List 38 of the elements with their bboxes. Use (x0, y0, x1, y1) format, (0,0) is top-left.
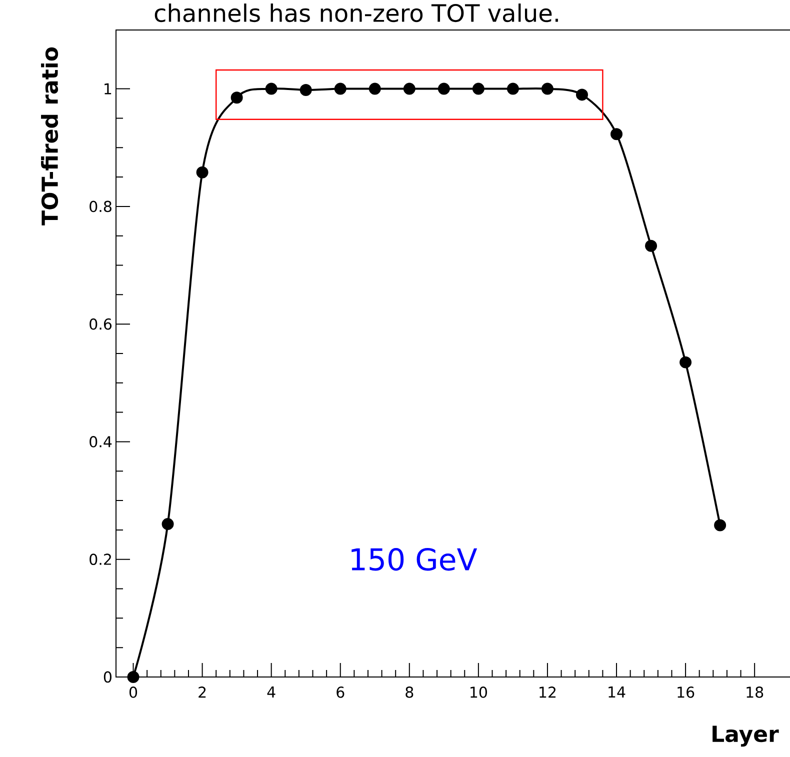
point (403, 82, 416, 95)
point (541, 82, 554, 95)
y-tick-label: 0 (104, 671, 112, 683)
point (334, 82, 346, 95)
point (368, 82, 381, 95)
point (230, 92, 243, 104)
x-tick-label: 8 (406, 686, 414, 698)
y-tick-label: 1 (104, 83, 112, 94)
x-axis-title: Layer (712, 726, 779, 747)
point (438, 82, 450, 95)
y-tick-label: 0.6 (90, 318, 112, 330)
text: channels has non-zero TOT value. (154, 4, 558, 22)
x-tick-label: 10 (470, 686, 487, 698)
point (127, 670, 140, 683)
point (610, 128, 623, 140)
x-tick-label: 18 (746, 686, 764, 698)
point (265, 82, 278, 95)
point (576, 88, 588, 101)
x-tick-label: 14 (608, 686, 626, 698)
y-tick-label: 0.2 (90, 554, 111, 566)
annotation: 150 GeV (352, 548, 478, 571)
point (472, 82, 484, 95)
point (680, 356, 692, 368)
point (162, 518, 174, 530)
x-tick-label: 12 (540, 686, 556, 698)
point (300, 84, 312, 96)
y-tick-label: 0.4 (90, 436, 112, 448)
y-axis-title: TOT-fired ratio (41, 47, 58, 226)
y-tick-label: 0.8 (90, 200, 112, 212)
x-tick-label: 6 (336, 686, 344, 698)
x-tick-label: 16 (678, 686, 694, 698)
x-tick-label: 2 (198, 686, 206, 698)
point (714, 519, 726, 532)
point (196, 166, 208, 178)
x-tick-label: 0 (129, 686, 138, 698)
point (506, 82, 519, 95)
x-tick-label: 4 (267, 686, 276, 698)
point (645, 240, 658, 252)
